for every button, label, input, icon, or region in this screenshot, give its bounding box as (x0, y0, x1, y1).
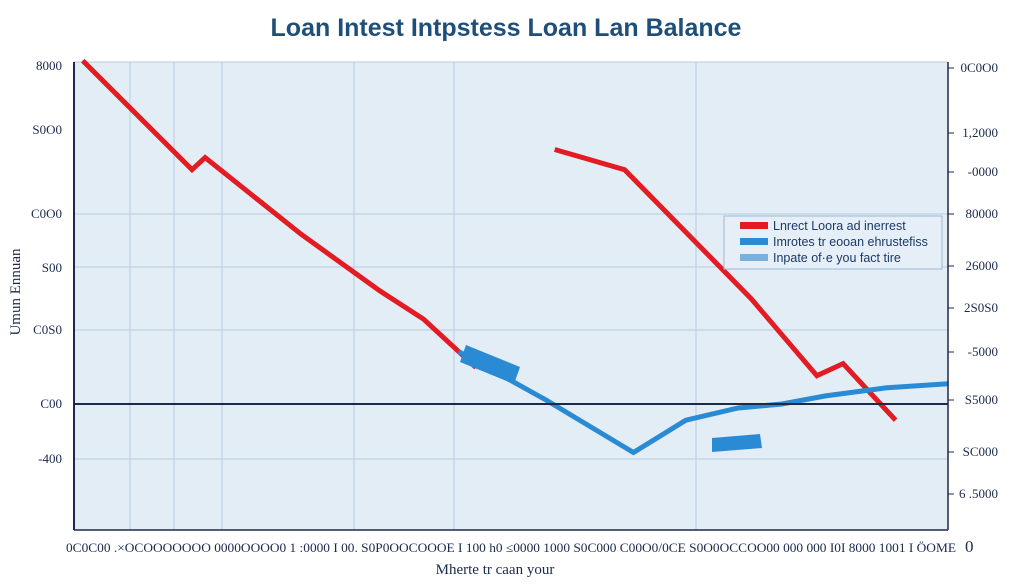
right-axis-tick-label: 6 .5000 (959, 486, 998, 501)
right-axis-ticks: 0C0O0 1,2000 -0000 80000 26000 2S0S0 -5000 S500… (948, 60, 998, 501)
right-axis-tick-label: -0000 (968, 164, 998, 179)
x-axis-label: Mherte tr caan your (436, 562, 555, 578)
legend-swatch (740, 238, 768, 245)
legend-label: Lnrect Loora ad inerrest (773, 219, 906, 233)
right-axis-tick-label: 2S0S0 (964, 300, 998, 315)
right-axis-tick-label: -5000 (968, 344, 998, 359)
series-2-marker (460, 345, 520, 384)
left-axis-tick-label: C00 (40, 396, 62, 411)
right-axis-tick-label: 80000 (966, 206, 999, 221)
legend-swatch (740, 222, 768, 229)
left-axis-tick-label: C0O0 (31, 206, 62, 221)
legend: Lnrect Loora ad inerrest Imrotes tr eooan… (723, 215, 943, 270)
plot-background (74, 62, 948, 530)
left-axis-ticks: 8000 S0O0 C0O0 S00 C0S0 C00 -400 (31, 58, 62, 466)
x-axis-end-tick: 0 (965, 537, 974, 556)
legend-label: Inpate of·e you fact tire (773, 251, 901, 265)
right-axis-tick-label: 0C0O0 (960, 60, 998, 75)
x-axis-tick-labels: 0C0C00 .×OCOOOOOOO 0000OOOO0 1 :0000 I 0… (66, 541, 956, 555)
right-axis-tick-label: SC000 (963, 444, 998, 459)
left-axis-tick-label: C0S0 (33, 322, 62, 337)
legend-label: Imrotes tr eooan ehrustefiss (773, 235, 928, 249)
left-axis-tick-label: 8000 (36, 58, 62, 73)
left-axis-tick-label: S00 (42, 260, 62, 275)
series-1-line-segment (80, 58, 478, 370)
series-1-line-segment (554, 147, 898, 422)
y-axis-label: Umun Ennuan (8, 248, 24, 336)
left-axis-tick-label: -400 (38, 451, 62, 466)
legend-swatch (740, 254, 768, 261)
left-axis-tick-label: S0O0 (32, 122, 62, 137)
series-2-line-segment (457, 349, 949, 456)
right-axis-tick-label: S5000 (965, 392, 998, 407)
chart-title: Loan Intest Intpstess Loan Lan Balance (271, 14, 742, 42)
plot-area (74, 58, 949, 530)
right-axis-tick-label: 26000 (966, 258, 999, 273)
series-layer (80, 58, 949, 456)
gridlines (74, 61, 948, 530)
right-axis-tick-label: 1,2000 (962, 125, 998, 140)
series-2-marker (712, 434, 762, 452)
